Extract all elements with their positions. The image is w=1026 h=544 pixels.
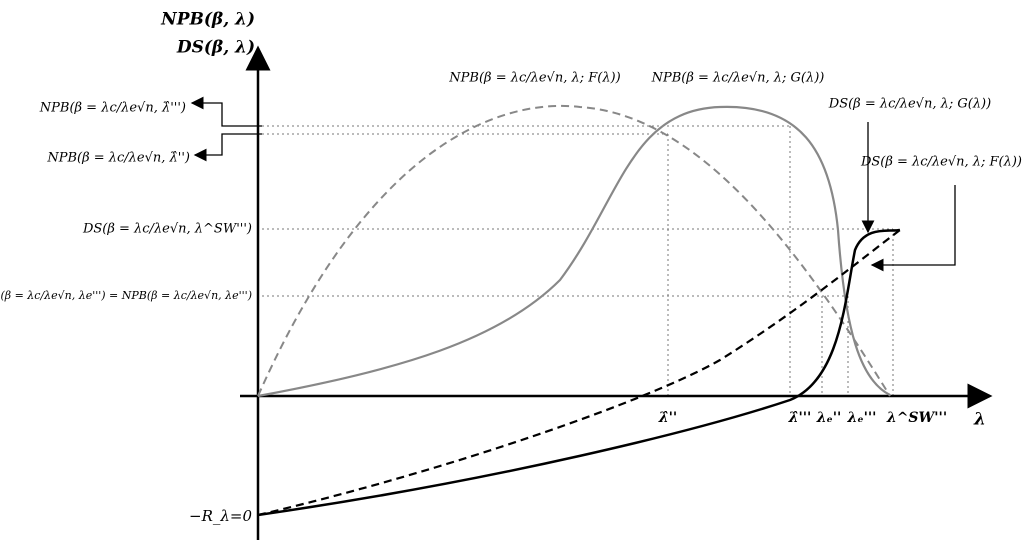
left-label: DS(β = λc/λe√n, λe''') = NPB(β = λc/λe√n… <box>0 289 252 302</box>
left-label: NPB(β = λc/λe√n, λ̂'') <box>46 151 190 166</box>
arrows <box>190 96 956 272</box>
curve-label: NPB(β = λc/λe√n, λ; F(λ)) <box>448 71 620 86</box>
x-title: λ <box>973 410 986 430</box>
x-tick-label: λ̂''' <box>788 410 812 426</box>
npb-g-curve <box>257 105 891 398</box>
left-label: DS(β = λc/λe√n, λ^SW''') <box>82 222 252 237</box>
left-label: NPB(β = λc/λe√n, λ̂''') <box>39 101 186 116</box>
curve-label: DS(β = λc/λe√n, λ; G(λ)) <box>828 97 991 112</box>
ds-f-curve <box>257 229 901 517</box>
guides <box>262 125 894 396</box>
curve-label: DS(β = λc/λe√n, λ; F(λ)) <box>860 155 1022 170</box>
y-min-label: −R_λ=0 <box>189 507 252 525</box>
npb-f-curve <box>257 104 891 397</box>
curve-label: NPB(β = λc/λe√n, λ; G(λ)) <box>651 71 825 86</box>
x-tick-label: λₑ''' <box>847 410 877 426</box>
x-tick-label: λ̂'' <box>658 410 677 426</box>
y-title: NPB(β, λ) <box>160 10 255 30</box>
x-tick-label: λₑ'' <box>816 410 842 426</box>
x-tick-label: λ^SW''' <box>886 410 947 426</box>
ds-g-curve <box>257 228 901 517</box>
y-title: DS(β, λ) <box>176 38 255 58</box>
